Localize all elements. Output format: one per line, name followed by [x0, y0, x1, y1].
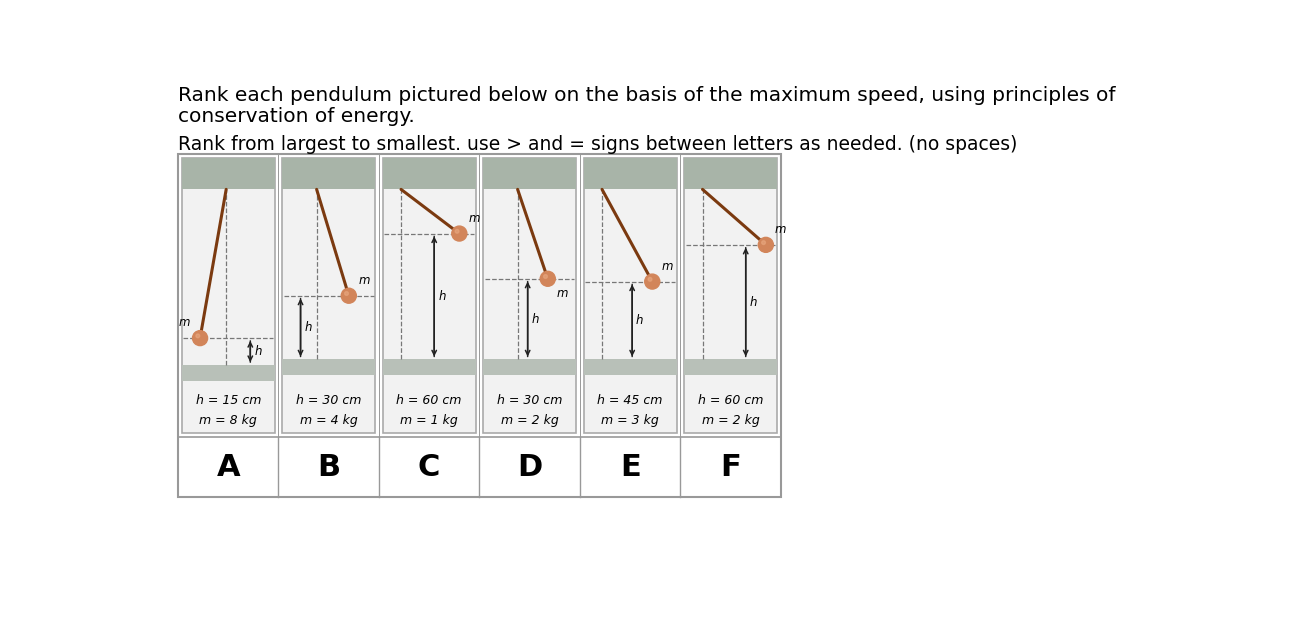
Bar	[282, 158, 375, 433]
Bar	[584, 158, 677, 433]
Circle shape	[543, 275, 547, 279]
Text: m: m	[775, 223, 786, 236]
Text: m: m	[556, 287, 568, 300]
Text: h: h	[749, 295, 757, 309]
Text: h = 30 cm: h = 30 cm	[497, 394, 563, 407]
Circle shape	[341, 288, 357, 303]
Bar	[178, 155, 781, 497]
Circle shape	[451, 226, 467, 241]
Text: m = 2 kg: m = 2 kg	[702, 414, 760, 426]
Bar	[483, 158, 576, 189]
Text: m = 1 kg: m = 1 kg	[400, 414, 458, 426]
Circle shape	[455, 230, 459, 233]
Bar	[182, 158, 274, 433]
Bar	[483, 359, 576, 375]
Text: m: m	[358, 274, 370, 287]
Bar	[182, 158, 274, 189]
Text: h: h	[636, 314, 644, 327]
Bar	[584, 359, 677, 375]
Text: conservation of energy.: conservation of energy.	[178, 108, 415, 126]
Text: D: D	[517, 453, 542, 481]
Text: h = 30 cm: h = 30 cm	[297, 394, 361, 407]
Text: m = 3 kg: m = 3 kg	[601, 414, 659, 426]
Circle shape	[644, 274, 660, 289]
Text: h: h	[304, 321, 312, 334]
Bar	[685, 359, 777, 375]
Text: h: h	[531, 312, 539, 326]
Circle shape	[345, 292, 349, 295]
Text: Rank each pendulum pictured below on the basis of the maximum speed, using princ: Rank each pendulum pictured below on the…	[178, 86, 1115, 105]
Text: h = 60 cm: h = 60 cm	[698, 394, 764, 407]
Text: h: h	[255, 345, 261, 358]
Bar	[685, 158, 777, 189]
Bar	[282, 359, 375, 375]
Text: h = 45 cm: h = 45 cm	[597, 394, 663, 407]
Text: m: m	[468, 212, 480, 225]
Text: m: m	[661, 260, 673, 272]
Text: Rank from largest to smallest. use > and = signs between letters as needed. (no : Rank from largest to smallest. use > and…	[178, 135, 1017, 154]
Text: m: m	[178, 316, 190, 329]
Bar	[685, 158, 777, 433]
Text: h: h	[438, 290, 446, 303]
Text: m = 2 kg: m = 2 kg	[501, 414, 559, 426]
Bar	[383, 158, 475, 433]
Bar	[282, 158, 375, 189]
Text: h = 60 cm: h = 60 cm	[396, 394, 462, 407]
Bar	[383, 359, 475, 375]
Bar	[182, 365, 274, 381]
Circle shape	[195, 334, 199, 338]
Circle shape	[762, 241, 765, 245]
Circle shape	[758, 237, 773, 252]
Text: C: C	[419, 453, 441, 481]
Text: B: B	[318, 453, 340, 481]
Circle shape	[648, 277, 652, 281]
Bar	[383, 158, 475, 189]
Bar	[584, 158, 677, 189]
Circle shape	[541, 271, 555, 286]
Bar	[483, 158, 576, 433]
Text: F: F	[720, 453, 741, 481]
Text: m = 8 kg: m = 8 kg	[199, 414, 257, 426]
Text: E: E	[619, 453, 640, 481]
Text: A: A	[216, 453, 240, 481]
Text: m = 4 kg: m = 4 kg	[300, 414, 358, 426]
Text: h = 15 cm: h = 15 cm	[195, 394, 261, 407]
Circle shape	[193, 331, 207, 346]
